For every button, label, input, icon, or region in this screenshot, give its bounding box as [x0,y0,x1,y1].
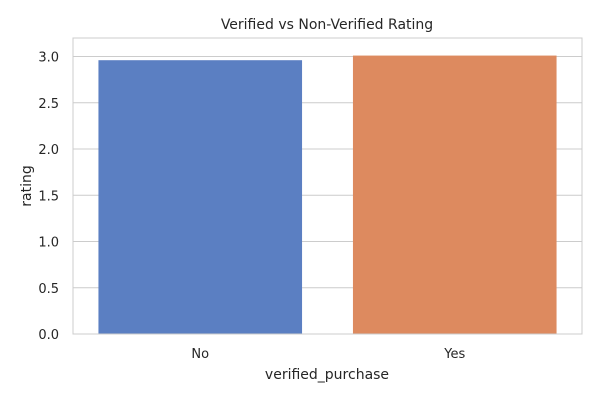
y-tick-label: 0.5 [38,282,59,297]
x-tick-label: Yes [443,347,465,362]
y-axis-title: rating [19,165,35,206]
y-tick-label: 2.5 [38,97,59,112]
bar-yes [352,55,557,334]
y-tick-label: 1.0 [38,236,59,251]
bars [98,55,557,334]
y-tick-label: 1.5 [38,189,59,204]
y-tick-labels: 0.0 0.5 1.0 1.5 2.0 2.5 3.0 [38,51,59,344]
bar-no [98,60,303,334]
x-tick-labels: No Yes [191,347,465,362]
y-tick-label: 3.0 [38,51,59,66]
x-axis-title: verified_purchase [265,367,389,383]
y-tick-label: 2.0 [38,143,59,158]
chart-title: Verified vs Non-Verified Rating [221,17,433,33]
plot-frame [72,37,583,335]
x-tick-label: No [191,347,209,362]
y-tick-label: 0.0 [38,328,59,343]
